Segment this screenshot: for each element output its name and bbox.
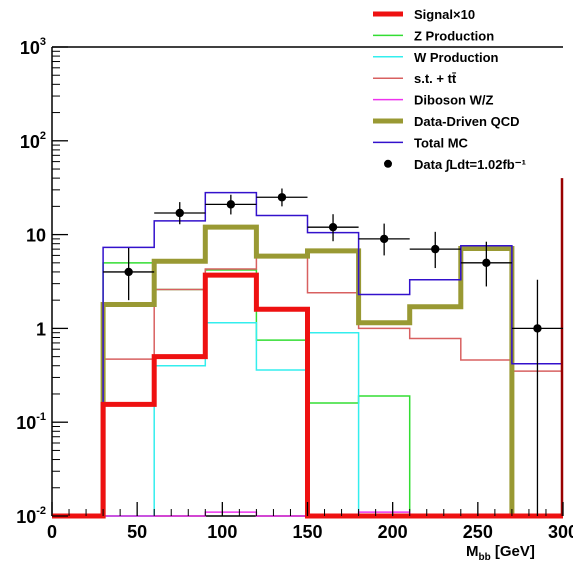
svg-text:Data-Driven QCD: Data-Driven QCD [414, 114, 519, 129]
x-tick-label: 100 [207, 522, 237, 542]
data-point [511, 279, 563, 516]
data-point [460, 241, 512, 287]
svg-text:Z Production: Z Production [414, 28, 494, 43]
series-line-2 [52, 256, 563, 517]
legend-entry: Signal×10 [373, 7, 475, 22]
data-point [307, 214, 359, 242]
svg-text:s.t. + tt̄: s.t. + tt̄ [414, 71, 457, 86]
legend-entry: Data ∫Ldt=1.02fb⁻¹ [384, 157, 526, 172]
legend: Signal×10 Z Production W Production s.t. + … [373, 7, 526, 172]
svg-text:Diboson W/Z: Diboson W/Z [414, 93, 493, 108]
legend-entry: W Production [373, 50, 499, 65]
y-tick-label: 10-1 [16, 411, 46, 433]
svg-text:W Production: W Production [414, 50, 499, 65]
legend-entry: Data-Driven QCD [373, 114, 519, 129]
series-line-5 [52, 191, 563, 517]
x-tick-label: 0 [47, 522, 57, 542]
data-point [256, 188, 308, 207]
data-points-layer [103, 188, 563, 516]
x-tick-label: 50 [127, 522, 147, 542]
legend-entry: s.t. + tt̄ [373, 71, 457, 86]
x-tick-label: 150 [292, 522, 322, 542]
data-point [103, 247, 155, 301]
svg-text:Total MC: Total MC [414, 135, 469, 150]
x-axis-title: Mbb [GeV] [466, 543, 535, 561]
x-tick-label: 250 [463, 522, 493, 542]
y-tick-label: 10 [26, 226, 46, 246]
axes-layer: 0 50 100 150 200 250 300 10-2 10-1 1 10 102 103 [16, 36, 573, 542]
y-tick-label: 102 [20, 130, 46, 152]
data-point [409, 231, 461, 269]
svg-text:Signal×10: Signal×10 [414, 7, 475, 22]
svg-text:Data ∫Ldt=1.02fb⁻¹: Data ∫Ldt=1.02fb⁻¹ [414, 157, 526, 172]
x-tick-label: 300 [548, 522, 573, 542]
y-tick-label: 103 [20, 36, 46, 58]
y-tick-label: 10-2 [16, 505, 46, 527]
y-tick-label: 1 [36, 319, 46, 339]
legend-entry: Z Production [373, 28, 494, 43]
legend-entry: Diboson W/Z [373, 93, 493, 108]
series-line-6 [52, 272, 563, 519]
data-point [358, 223, 410, 256]
data-point [205, 194, 257, 215]
x-tick-label: 200 [378, 522, 408, 542]
series-layer [52, 178, 564, 519]
legend-entry: Total MC [373, 135, 469, 150]
data-point [154, 202, 206, 225]
